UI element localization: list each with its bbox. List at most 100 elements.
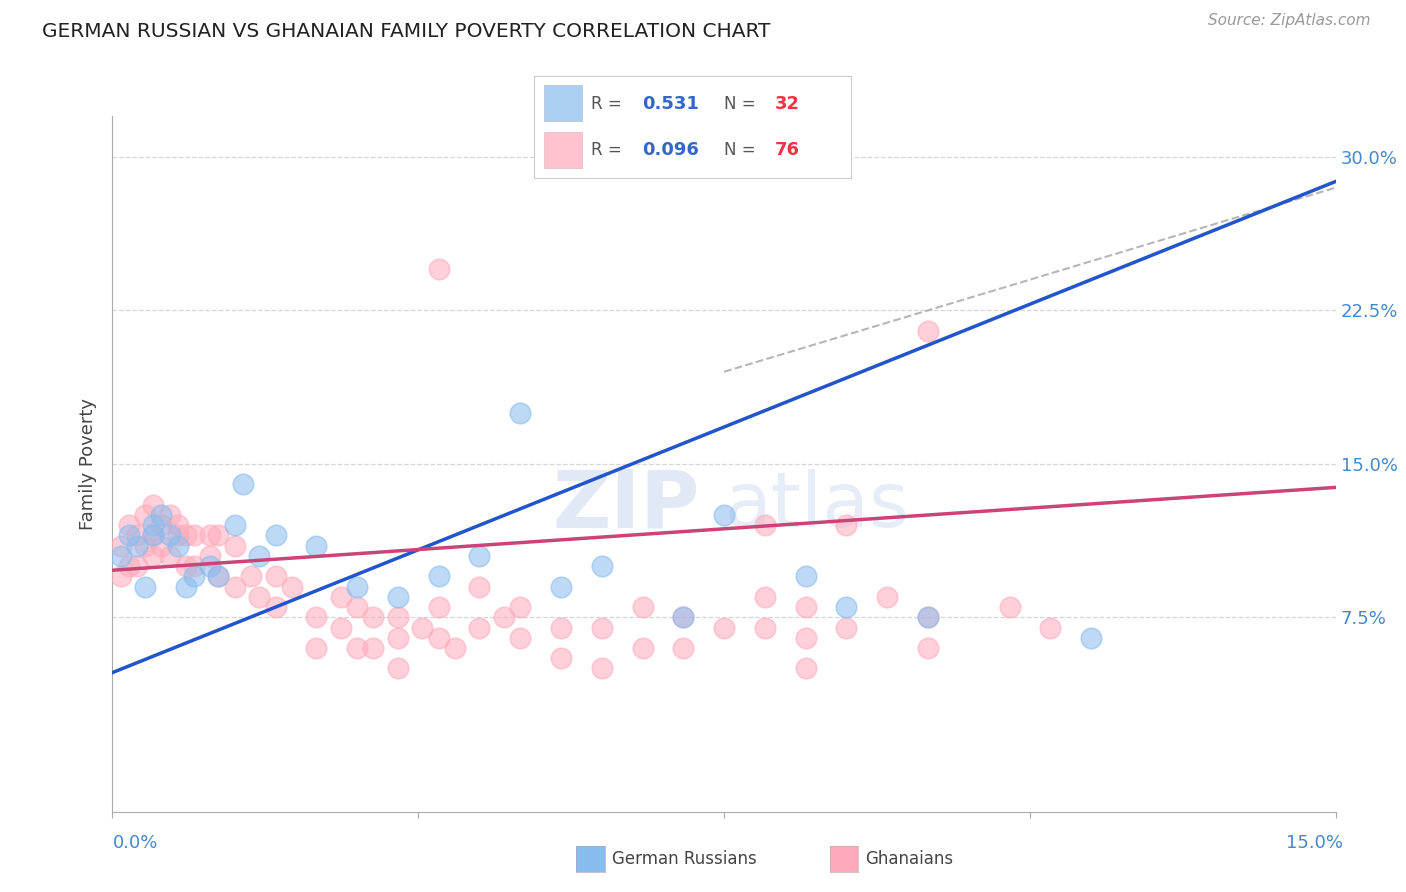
Point	[159, 549, 181, 563]
Point	[224, 539, 246, 553]
Point	[207, 528, 229, 542]
Text: ZIP: ZIP	[553, 467, 700, 545]
Point	[207, 569, 229, 583]
Point	[713, 508, 735, 522]
Point	[876, 590, 898, 604]
Point	[363, 640, 385, 655]
Point	[118, 528, 141, 542]
Text: 0.0%: 0.0%	[112, 834, 157, 852]
Point	[305, 610, 328, 624]
Point	[232, 477, 254, 491]
Point	[754, 160, 776, 174]
Point	[247, 590, 270, 604]
Point	[150, 518, 173, 533]
Point	[125, 528, 148, 542]
Point	[166, 528, 188, 542]
FancyBboxPatch shape	[544, 132, 582, 168]
Point	[631, 600, 654, 615]
Point	[142, 549, 165, 563]
Point	[444, 640, 467, 655]
Point	[754, 621, 776, 635]
Point	[240, 569, 263, 583]
Point	[264, 528, 287, 542]
Point	[468, 580, 491, 594]
Point	[159, 508, 181, 522]
Point	[917, 610, 939, 624]
Point	[346, 600, 368, 615]
Text: atlas: atlas	[724, 468, 908, 542]
Point	[672, 610, 695, 624]
Point	[387, 590, 409, 604]
Point	[183, 559, 205, 574]
Point	[835, 621, 858, 635]
Point	[835, 600, 858, 615]
Point	[509, 600, 531, 615]
Point	[1039, 621, 1062, 635]
Point	[200, 549, 222, 563]
Text: Ghanaians: Ghanaians	[865, 850, 953, 868]
Point	[200, 528, 222, 542]
Point	[387, 610, 409, 624]
Point	[134, 539, 156, 553]
Point	[794, 661, 817, 675]
Text: 76: 76	[775, 141, 800, 159]
Point	[794, 600, 817, 615]
Point	[492, 610, 515, 624]
Point	[110, 549, 132, 563]
Text: 0.531: 0.531	[641, 95, 699, 112]
Text: Source: ZipAtlas.com: Source: ZipAtlas.com	[1208, 13, 1371, 29]
Point	[150, 508, 173, 522]
Point	[713, 621, 735, 635]
Point	[224, 518, 246, 533]
Point	[631, 640, 654, 655]
Point	[110, 569, 132, 583]
Point	[427, 569, 450, 583]
Point	[166, 539, 188, 553]
Text: N =: N =	[724, 95, 761, 112]
Point	[166, 518, 188, 533]
Point	[281, 580, 304, 594]
Point	[224, 580, 246, 594]
Point	[142, 528, 165, 542]
Point	[411, 621, 433, 635]
Point	[174, 559, 197, 574]
Point	[142, 528, 165, 542]
Point	[346, 640, 368, 655]
Point	[134, 508, 156, 522]
Point	[509, 406, 531, 420]
Point	[125, 539, 148, 553]
Point	[174, 580, 197, 594]
Point	[118, 518, 141, 533]
Point	[329, 590, 352, 604]
Point	[1080, 631, 1102, 645]
Point	[835, 518, 858, 533]
Point	[998, 600, 1021, 615]
Point	[427, 600, 450, 615]
Point	[550, 580, 572, 594]
Y-axis label: Family Poverty: Family Poverty	[79, 398, 97, 530]
Point	[672, 610, 695, 624]
Point	[550, 651, 572, 665]
Point	[118, 559, 141, 574]
Point	[183, 528, 205, 542]
Text: 15.0%: 15.0%	[1285, 834, 1343, 852]
Text: R =: R =	[591, 95, 627, 112]
Point	[591, 559, 613, 574]
Point	[754, 518, 776, 533]
Point	[142, 498, 165, 512]
Point	[346, 580, 368, 594]
Point	[427, 631, 450, 645]
Point	[591, 621, 613, 635]
Point	[125, 559, 148, 574]
Text: 32: 32	[775, 95, 800, 112]
Point	[468, 621, 491, 635]
Point	[110, 539, 132, 553]
Point	[207, 569, 229, 583]
Point	[264, 569, 287, 583]
Point	[794, 569, 817, 583]
Point	[363, 610, 385, 624]
Text: GERMAN RUSSIAN VS GHANAIAN FAMILY POVERTY CORRELATION CHART: GERMAN RUSSIAN VS GHANAIAN FAMILY POVERT…	[42, 22, 770, 41]
Text: R =: R =	[591, 141, 627, 159]
Point	[509, 631, 531, 645]
Point	[794, 631, 817, 645]
